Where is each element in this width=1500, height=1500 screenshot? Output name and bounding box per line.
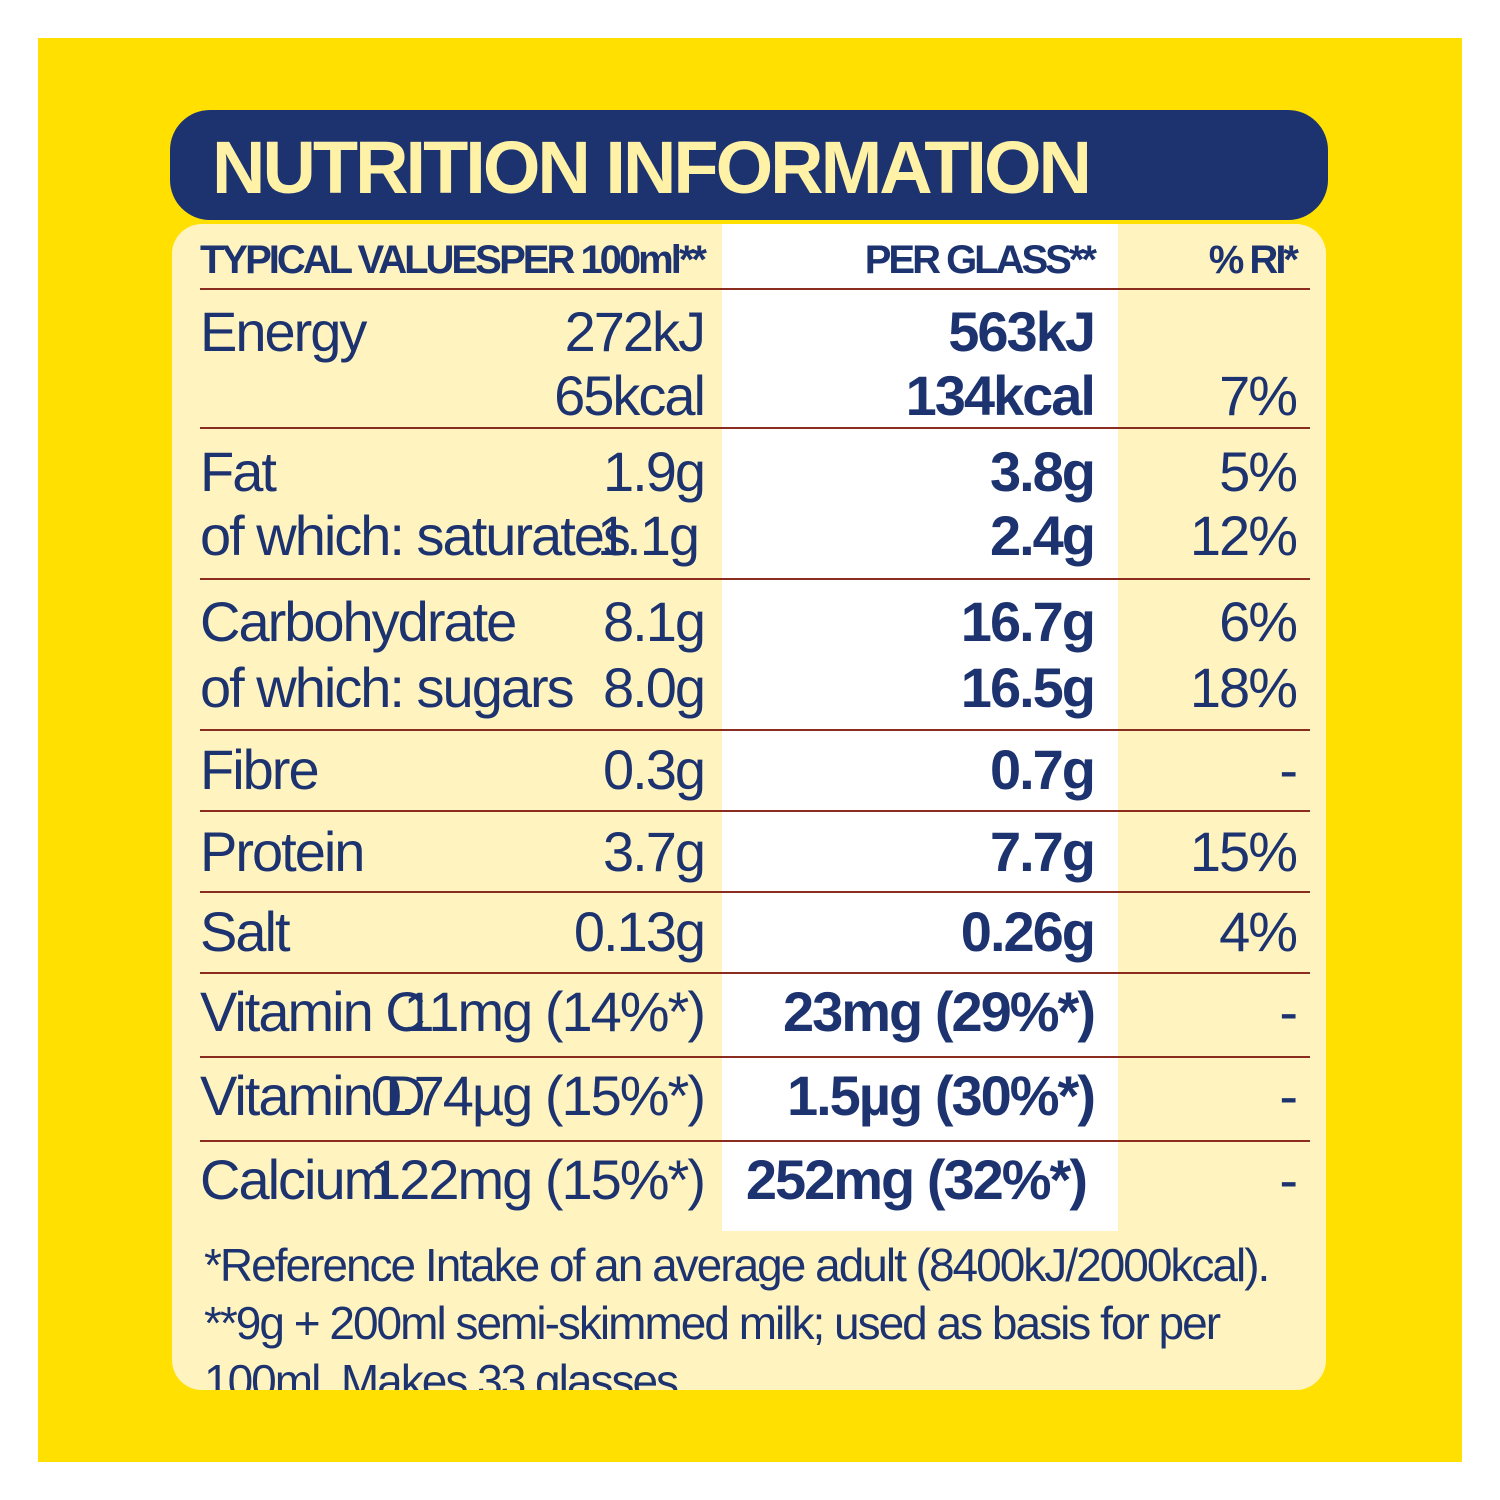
nutrition-table: TYPICAL VALUES PER 100ml** PER GLASS** %… <box>172 224 1326 1390</box>
energy-glass-kj: 563kJ <box>948 300 1096 363</box>
calcium-per100: 122mg (15%*) <box>370 1148 706 1211</box>
fibre-per100: 0.3g <box>603 738 706 801</box>
fibre-glass: 0.7g <box>989 738 1096 801</box>
salt-ri: 4% <box>1219 900 1298 963</box>
row-divider <box>200 578 1310 580</box>
protein-glass: 7.7g <box>989 820 1096 883</box>
fat-glass: 3.8g <box>989 440 1096 503</box>
protein-ri: 15% <box>1189 820 1298 883</box>
sugars-glass: 16.5g <box>960 656 1096 719</box>
row-divider <box>200 288 1310 290</box>
salt-glass: 0.26g <box>960 900 1096 963</box>
row-divider <box>200 729 1310 731</box>
carbohydrate-ri: 6% <box>1219 590 1298 653</box>
fibre-label: Fibre <box>200 738 320 801</box>
vitamin-c-glass: 23mg (29%*) <box>782 980 1096 1043</box>
calcium-ri: - <box>1279 1148 1298 1211</box>
row-divider <box>200 1140 1310 1142</box>
page-title: NUTRITION INFORMATION <box>212 126 1092 209</box>
saturates-per100: 1.1g <box>597 504 700 567</box>
energy-per100-kcal: 65kcal <box>554 364 706 427</box>
saturates-glass: 2.4g <box>989 504 1096 567</box>
carbohydrate-glass: 16.7g <box>960 590 1096 653</box>
fibre-ri: - <box>1279 738 1298 801</box>
row-divider <box>200 1056 1310 1058</box>
vitamin-d-ri: - <box>1279 1064 1298 1127</box>
energy-label: Energy <box>200 300 367 363</box>
vitamin-d-glass: 1.5µg (30%*) <box>786 1064 1096 1127</box>
calcium-glass: 252mg (32%*) <box>745 1148 1088 1211</box>
energy-per100-kj: 272kJ <box>564 300 706 363</box>
per-glass-column-background <box>722 224 1118 1231</box>
carbohydrate-label: Carbohydrate <box>200 590 517 653</box>
row-divider <box>200 891 1310 893</box>
salt-per100: 0.13g <box>573 900 706 963</box>
vitamin-c-ri: - <box>1279 980 1298 1043</box>
fat-label: Fat <box>200 440 277 503</box>
title-banner: NUTRITION INFORMATION <box>170 110 1328 220</box>
footnote: *Reference Intake of an average adult (8… <box>204 1239 1270 1390</box>
fat-ri: 5% <box>1219 440 1298 503</box>
energy-glass-kcal: 134kcal <box>905 364 1096 427</box>
row-divider <box>200 427 1310 429</box>
vitamin-c-per100: 11mg (14%*) <box>403 980 706 1043</box>
vitamin-c-label: Vitamin C <box>200 980 426 1043</box>
vitamin-d-label: Vitamin D <box>200 1064 426 1127</box>
vitamin-d-per100: 0.74µg (15%*) <box>370 1064 706 1127</box>
header-per-glass: PER GLASS** <box>864 238 1097 282</box>
row-divider <box>200 972 1310 974</box>
protein-per100: 3.7g <box>603 820 706 883</box>
fat-per100: 1.9g <box>603 440 706 503</box>
saturates-label: of which: saturates <box>200 504 631 567</box>
row-divider <box>200 810 1310 812</box>
header-typical-values: TYPICAL VALUES <box>200 238 502 282</box>
saturates-ri: 12% <box>1189 504 1298 567</box>
salt-label: Salt <box>200 900 290 963</box>
header-per-100ml: PER 100ml** <box>499 238 707 282</box>
protein-label: Protein <box>200 820 365 883</box>
calcium-label: Calcium <box>200 1148 390 1211</box>
carbohydrate-per100: 8.1g <box>603 590 706 653</box>
energy-ri: 7% <box>1219 364 1298 427</box>
sugars-per100: 8.0g <box>603 656 706 719</box>
sugars-label: of which: sugars <box>200 656 575 719</box>
header-percent-ri: % RI* <box>1208 238 1299 282</box>
sugars-ri: 18% <box>1189 656 1298 719</box>
